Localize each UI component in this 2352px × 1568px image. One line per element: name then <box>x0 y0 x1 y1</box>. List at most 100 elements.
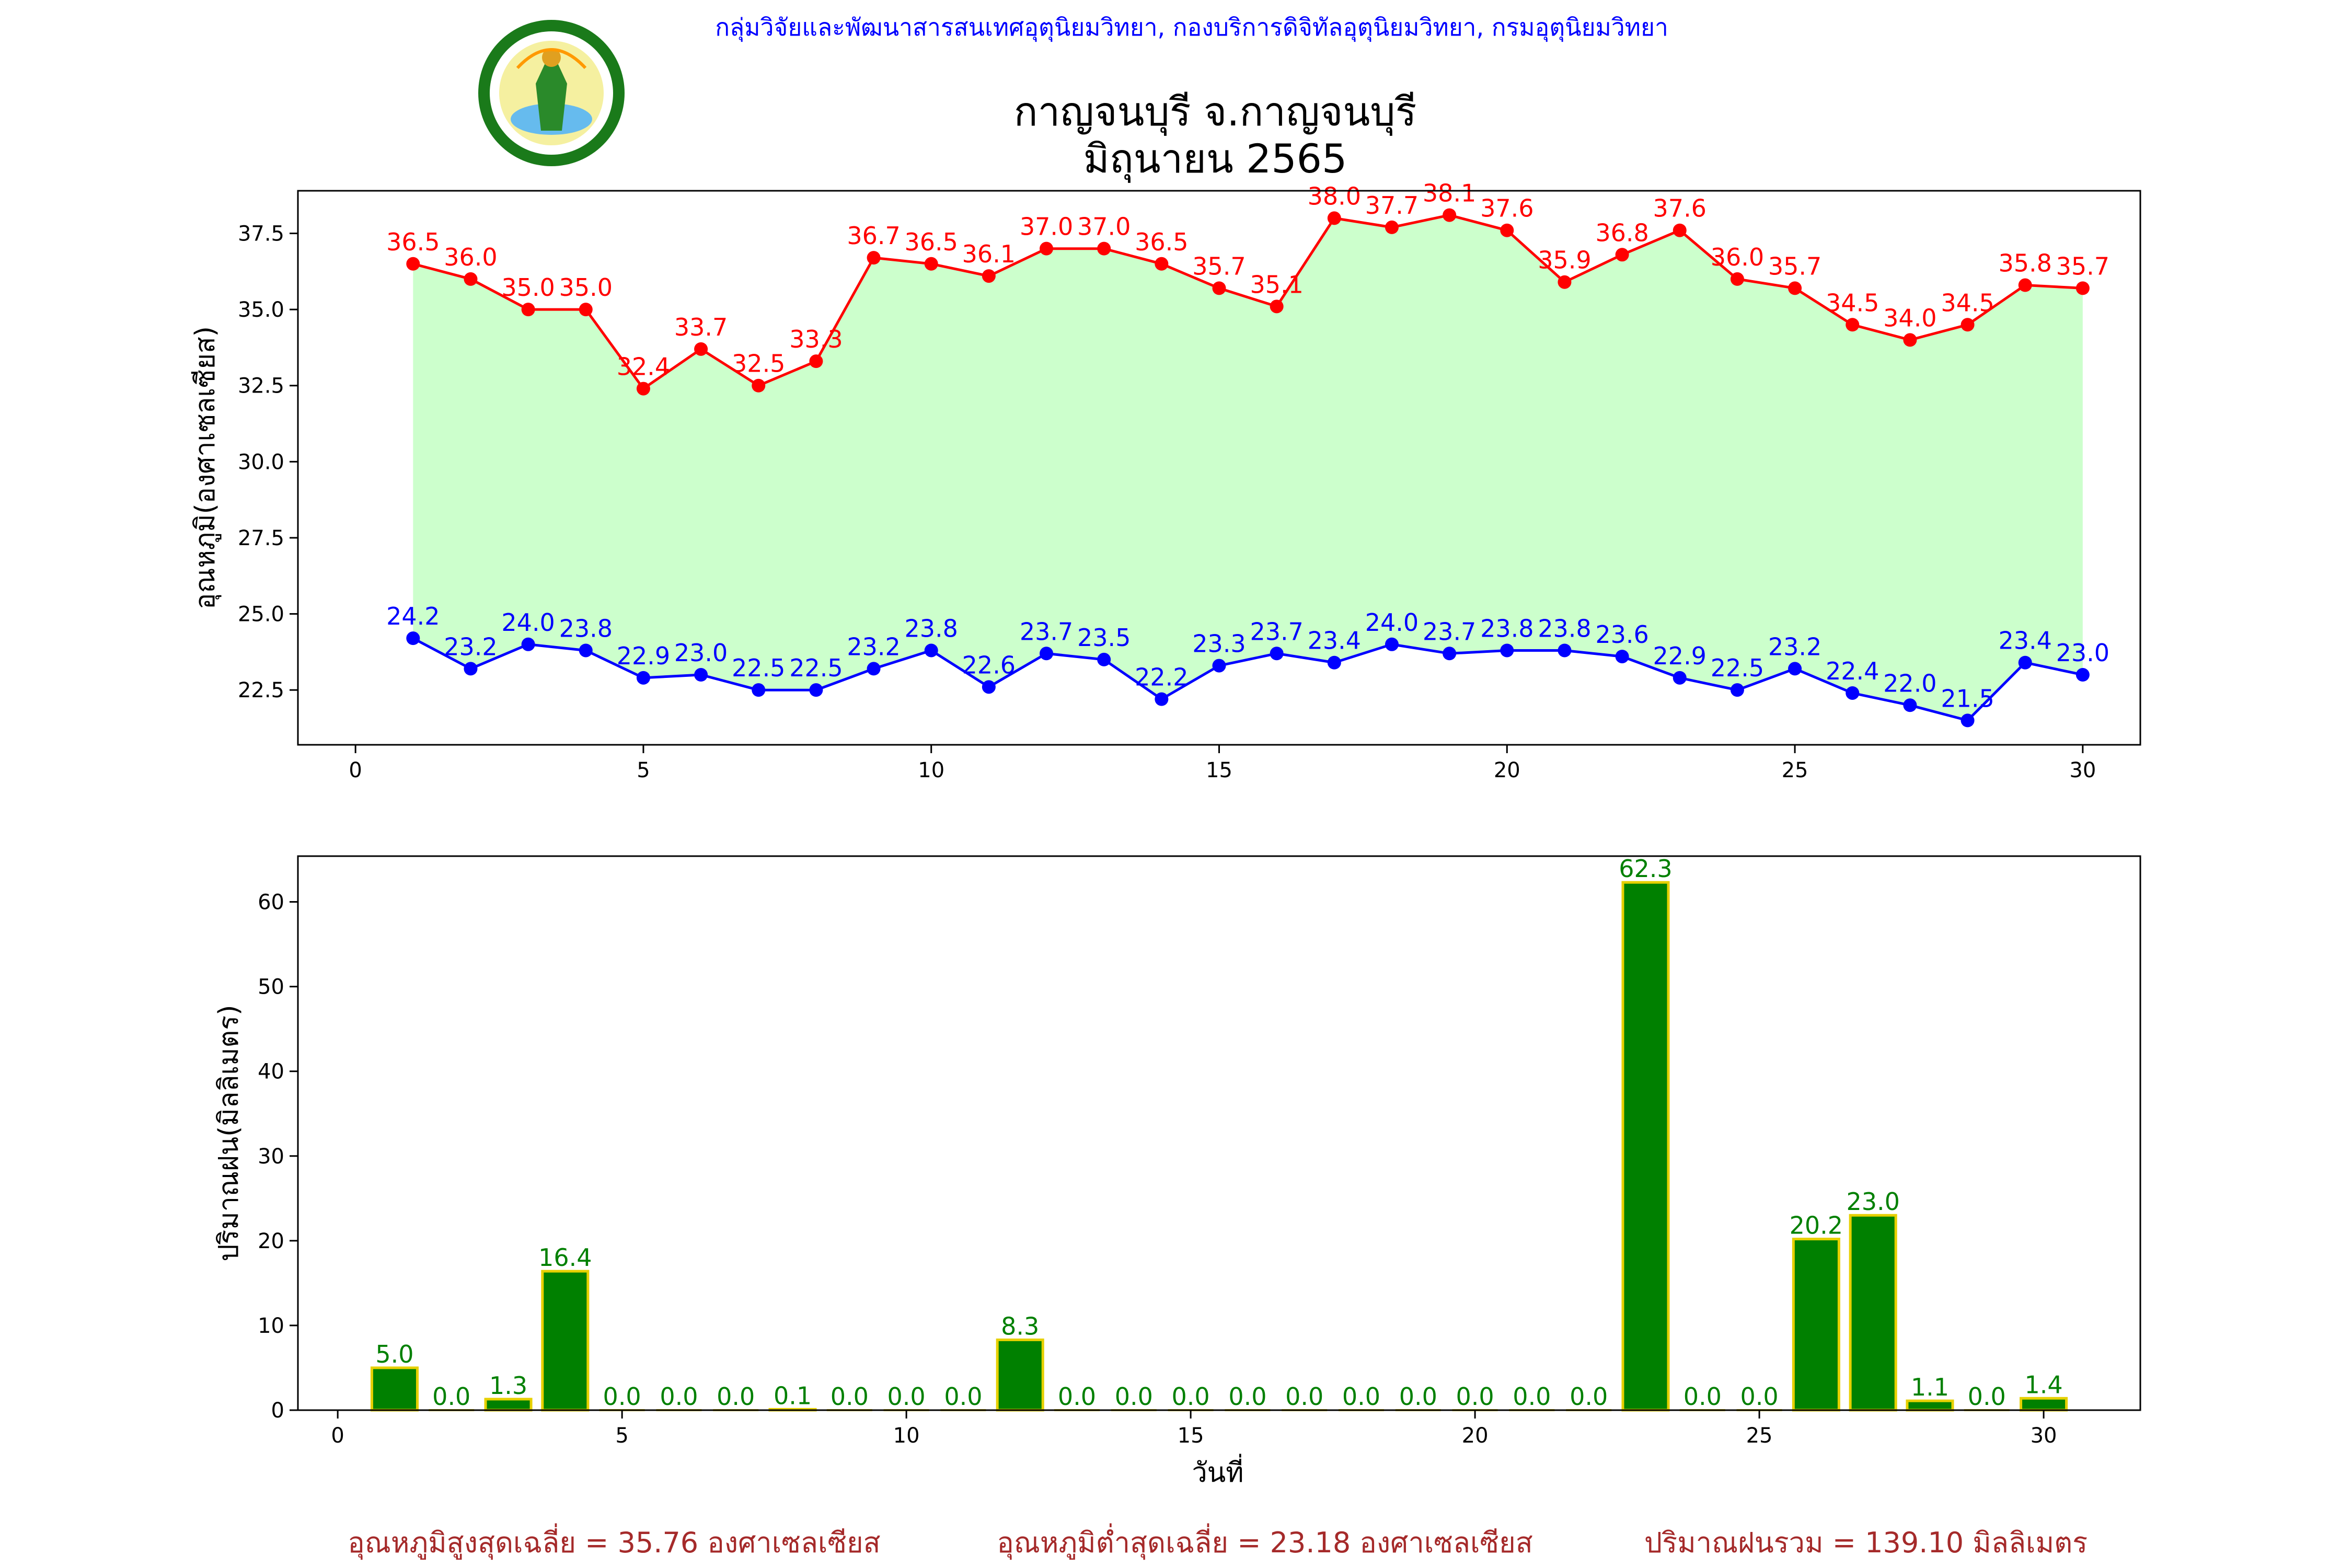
temperature-min-label: 22.5 <box>1711 654 1764 682</box>
y-tick-label: 27.5 <box>238 526 284 550</box>
temperature-max-label: 34.0 <box>1883 304 1936 332</box>
temperature-max-point <box>1443 208 1457 222</box>
rainfall-label: 0.0 <box>432 1382 470 1411</box>
rainfall-label: 0.0 <box>1684 1382 1722 1411</box>
temperature-max-point <box>1270 299 1284 314</box>
temperature-max-label: 36.7 <box>847 222 900 250</box>
temperature-min-point <box>1097 652 1111 666</box>
temperature-max-label: 36.1 <box>962 240 1016 268</box>
temperature-max-point <box>636 382 650 396</box>
temperature-min-point <box>867 662 881 676</box>
rainfall-label: 0.0 <box>660 1382 698 1411</box>
x-tick-label: 20 <box>1462 1424 1489 1448</box>
temperature-min-label: 23.7 <box>1020 617 1073 645</box>
rainfall-y-axis-label: ปริมาณฝน(มิลลิเมตร) <box>213 1005 245 1261</box>
y-tick-label: 32.5 <box>238 374 284 398</box>
rainfall-bar <box>1792 1238 1840 1412</box>
temperature-max-point <box>1212 281 1226 295</box>
temperature-max-label: 35.7 <box>2056 252 2109 280</box>
temperature-max-label: 36.8 <box>1595 218 1648 247</box>
temperature-max-label: 35.7 <box>1192 252 1246 280</box>
temperature-max-label: 36.0 <box>1711 243 1764 271</box>
temperature-min-line <box>412 637 2083 722</box>
temperature-min-point <box>1615 650 1629 664</box>
temperature-max-label: 32.5 <box>732 350 785 378</box>
rainfall-label: 0.0 <box>831 1382 869 1411</box>
temperature-min-point <box>2018 655 2032 670</box>
rainfall-bars <box>370 881 2068 1412</box>
chart-title-line1: กาญจนบุรี จ.กาญจนบุรี <box>1014 88 1417 136</box>
y-tick-label: 40 <box>258 1060 284 1084</box>
temperature-min-label: 23.4 <box>1308 627 1361 655</box>
x-tick-label: 15 <box>1178 1424 1204 1448</box>
temperature-max-point <box>867 251 881 265</box>
temperature-max-label: 32.4 <box>617 353 670 381</box>
temperature-min-point <box>1385 637 1399 651</box>
temperature-min-point <box>1961 713 1975 728</box>
summary-avg-max: อุณหภูมิสูงสุดเฉลี่ย = 35.76 องศาเซลเซีย… <box>348 1523 880 1560</box>
meteorological-department-logo <box>478 20 625 166</box>
temperature-min-point <box>1040 647 1054 661</box>
rainfall-bar <box>1906 1399 1954 1412</box>
rainfall-x-axis-ticks: 0 5 10 15 20 25 30 <box>331 1410 2057 1448</box>
summary-total-rain: ปริมาณฝนรวม = 139.10 มิลลิเมตร <box>1644 1526 2088 1559</box>
rainfall-bar <box>2020 1397 2068 1412</box>
header-org-line: กลุ่มวิจัยและพัฒนาสารสนเทศอุตุนิยมวิทยา,… <box>715 13 1668 42</box>
temperature-max-point <box>521 303 535 317</box>
temperature-max-label: 33.3 <box>789 325 843 353</box>
rainfall-label: 1.4 <box>2024 1370 2062 1399</box>
y-tick-label: 50 <box>258 975 284 999</box>
temperature-max-label: 37.6 <box>1480 194 1534 223</box>
rainfall-label: 0.0 <box>1740 1382 1778 1411</box>
temperature-min-point <box>2076 668 2090 682</box>
temperature-min-point <box>1730 683 1744 697</box>
temperature-min-label: 22.9 <box>1653 642 1707 670</box>
temperature-min-point <box>1270 647 1284 661</box>
temperature-min-point <box>1558 643 1572 658</box>
temperature-min-label: 22.2 <box>1135 663 1188 691</box>
x-tick-label: 5 <box>615 1424 628 1448</box>
temperature-max-label: 35.0 <box>501 273 555 302</box>
temperature-min-point <box>1443 647 1457 661</box>
temperature-min-label: 22.9 <box>617 642 670 670</box>
rainfall-label: 0.0 <box>1115 1382 1153 1411</box>
temperature-max-point <box>1788 281 1802 295</box>
temperature-min-label: 23.8 <box>1480 614 1534 642</box>
x-tick-label: 10 <box>893 1424 920 1448</box>
x-tick-label: 30 <box>2031 1424 2057 1448</box>
temperature-max-point <box>1730 272 1744 286</box>
x-tick-label: 0 <box>331 1424 344 1448</box>
y-tick-label: 37.5 <box>238 222 284 246</box>
temperature-min-label: 22.5 <box>732 654 785 682</box>
temperature-min-point <box>636 671 650 685</box>
temperature-min-label: 21.5 <box>1941 684 1994 712</box>
temperature-lines <box>412 214 2083 722</box>
temperature-max-label: 38.0 <box>1308 182 1361 210</box>
temperature-max-point <box>982 269 996 283</box>
temperature-min-point <box>464 662 478 676</box>
temperature-max-label: 34.5 <box>1826 289 1879 317</box>
temperature-max-label: 37.0 <box>1020 213 1073 241</box>
rainfall-label: 1.3 <box>489 1371 527 1400</box>
temperature-max-label: 35.8 <box>1998 249 2051 278</box>
temperature-max-label: 37.0 <box>1077 213 1131 241</box>
temperature-min-label: 23.3 <box>1192 630 1246 658</box>
logo-crown <box>542 48 561 67</box>
temperature-min-point <box>1903 698 1917 712</box>
temperature-min-point <box>406 631 420 645</box>
temperature-min-point <box>1155 692 1169 706</box>
temperature-max-point <box>809 354 823 368</box>
temperature-min-label: 23.4 <box>1998 627 2051 655</box>
temperature-max-label: 37.7 <box>1365 191 1419 220</box>
temperature-max-point <box>2018 278 2032 292</box>
rainfall-label: 0.0 <box>1172 1382 1210 1411</box>
temperature-min-label: 24.0 <box>1365 608 1419 637</box>
temperature-min-label: 22.6 <box>962 651 1016 679</box>
temperature-max-label: 36.5 <box>905 228 958 256</box>
temperature-y-axis-ticks: 22.5 25.0 27.5 30.0 32.5 35.0 37.5 <box>238 222 298 702</box>
temperature-min-label: 23.2 <box>1768 632 1821 661</box>
rainfall-label: 8.3 <box>1001 1312 1039 1340</box>
logo-halo <box>516 48 587 70</box>
y-tick-label: 60 <box>258 891 284 915</box>
